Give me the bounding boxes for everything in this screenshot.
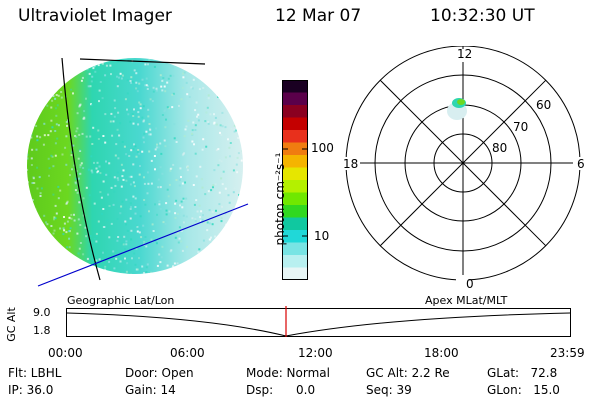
glon-info: GLon: 15.0 [487,383,560,397]
colorbar-band [282,180,308,193]
lat-label-70: 70 [513,120,529,134]
gc-alt-axis-title: GC Alt [4,307,18,342]
gc-alt-info: GC Alt: 2.2 Re [366,366,450,380]
colorbar-unit-label: photon cm⁻²s⁻¹ [273,152,287,246]
colorbar-band [282,80,308,93]
colorbar-band [282,205,308,218]
altitude-curve [66,312,571,337]
x-tick-18: 18:00 [424,346,459,360]
time-label: 10:32:30 UT [430,6,535,26]
x-tick-06: 06:00 [170,346,205,360]
earth-image [27,57,249,287]
color-bar [282,80,308,280]
seq-info: Seq: 39 [366,383,412,397]
y-tick-9: 9.0 [33,306,51,319]
colorbar-band [282,130,308,143]
colorbar-band [282,192,308,206]
glat-info: GLat: 72.8 [487,366,558,380]
colorbar-tick-10: 10 [314,229,330,243]
ip-info: IP: 36.0 [8,383,54,397]
colorbar-band [282,242,308,256]
mlt-label-6: 6 [577,157,585,171]
terminator-line [61,57,101,281]
colorbar-band [282,142,308,156]
lat-label-60: 60 [536,98,552,112]
colorbar-band [282,155,308,168]
colorbar-band [282,255,308,268]
colorbar-band [282,167,308,181]
colorbar-band [282,92,308,106]
mlt-label-12: 12 [457,47,473,61]
lat-label-80: 80 [492,141,508,155]
x-tick-2359: 23:59 [550,346,585,360]
mlt-label-0: 0 [466,277,474,291]
x-tick-00: 00:00 [48,346,83,360]
colorbar-band [282,117,308,131]
colorbar-band [282,217,308,231]
mlt-label-18: 18 [343,157,359,171]
polar-plot [340,46,587,288]
filter-info: Flt: LBHL [8,366,62,380]
limb-line [79,58,206,65]
y-tick-1-8: 1.8 [33,324,51,337]
door-info: Door: Open [125,366,194,380]
colorbar-band [282,105,308,118]
instrument-title: Ultraviolet Imager [18,6,172,26]
x-tick-12: 12:00 [298,346,333,360]
colorbar-band [282,267,308,280]
apex-caption: Apex MLat/MLT [425,294,508,307]
mode-info: Mode: Normal [246,366,330,380]
geographic-caption: Geographic Lat/Lon [67,294,175,307]
gain-info: Gain: 14 [125,383,176,397]
colorbar-tick-100: 100 [311,141,334,155]
date-label: 12 Mar 07 [275,6,362,26]
colorbar-band [282,230,308,243]
altitude-timeline [66,306,571,337]
equator-line [37,203,249,287]
dsp-info: Dsp: 0.0 [246,383,316,397]
